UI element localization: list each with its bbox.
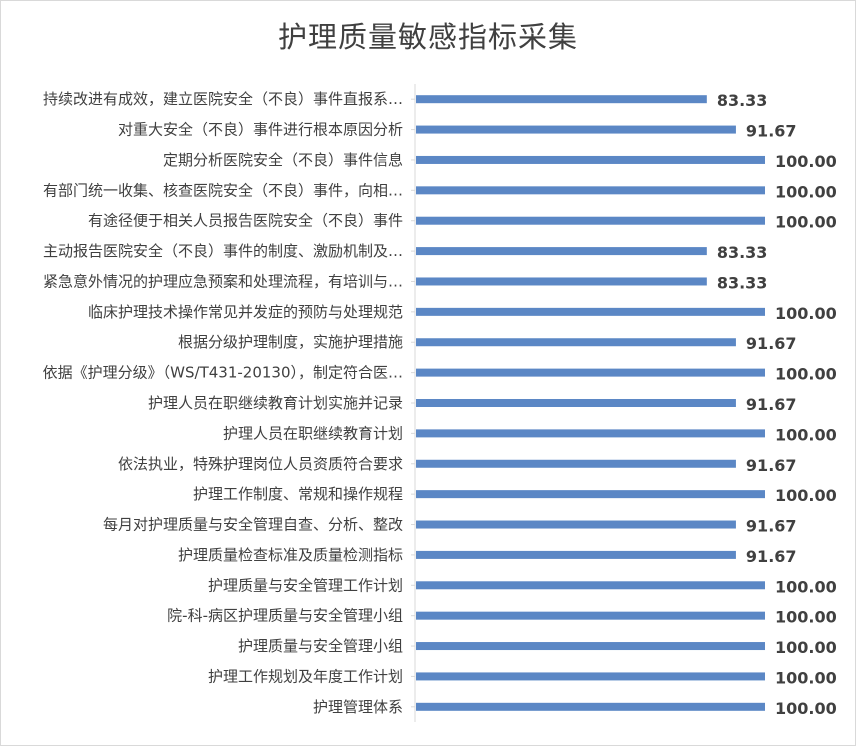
bar [416,125,736,134]
category-label: 护理人员在职继续教育计划实施并记录 [148,394,403,412]
category-label: 主动报告医院安全（不良）事件的制度、激励机制及… [43,242,403,260]
category-label: 依法执业，特殊护理岗位人员资质符合要求 [118,455,403,473]
bar [416,277,707,286]
category-label: 护理质量与安全管理工作计划 [208,576,403,594]
category-label: 有途径便于相关人员报告医院安全（不良）事件 [88,212,403,230]
bar [416,459,736,468]
data-label: 91.67 [746,395,797,414]
data-label: 83.33 [717,243,768,262]
data-label: 100.00 [775,152,837,171]
category-label: 对重大安全（不良）事件进行根本原因分析 [118,121,403,139]
bar [416,642,765,651]
data-label: 100.00 [775,668,837,687]
bar [416,702,765,711]
bar [416,581,765,590]
data-label: 91.67 [746,456,797,475]
bar [416,338,736,347]
category-label: 每月对护理质量与安全管理自查、分析、整改 [103,516,403,534]
category-label: 紧急意外情况的护理应急预案和处理流程，有培训与… [43,272,403,290]
data-label: 83.33 [717,273,768,292]
category-label: 有部门统一收集、核查医院安全（不良）事件，向相… [43,181,403,199]
data-label: 100.00 [775,365,837,384]
data-label: 91.67 [746,547,797,566]
category-label: 定期分析医院安全（不良）事件信息 [163,151,403,169]
bar [416,550,736,559]
bar [416,95,707,104]
bar [416,672,765,681]
data-label: 100.00 [775,638,837,657]
data-label: 100.00 [775,577,837,596]
category-label: 护理人员在职继续教育计划 [223,424,403,442]
bar [416,307,765,316]
data-label: 100.00 [775,182,837,201]
bar [416,520,736,529]
chart-title: 护理质量敏感指标采集 [277,20,578,54]
bar [416,611,765,620]
bar [416,155,765,164]
bar [416,216,765,225]
data-label: 100.00 [775,486,837,505]
data-label: 100.00 [775,608,837,627]
category-label: 根据分级护理制度，实施护理措施 [178,333,403,351]
bar [416,429,765,438]
category-label: 护理质量与安全管理小组 [238,637,403,655]
data-label: 91.67 [746,517,797,536]
data-label: 91.67 [746,334,797,353]
data-label: 100.00 [775,699,837,718]
category-label: 护理工作规划及年度工作计划 [208,667,403,685]
bar [416,490,765,499]
data-label: 100.00 [775,213,837,232]
category-label: 院-科-病区护理质量与安全管理小组 [167,607,403,625]
bar [416,399,736,407]
category-label: 持续改进有成效，建立医院安全（不良）事件直报系… [43,90,403,108]
bar [416,247,707,256]
category-label: 护理质量检查标准及质量检测指标 [178,546,403,564]
data-label: 83.33 [717,91,768,110]
data-label: 91.67 [746,122,797,141]
category-label: 依据《护理分级》（WS/T431-20130），制定符合医… [43,364,403,382]
data-label: 100.00 [775,425,837,444]
category-label: 临床护理技术操作常见并发症的预防与处理规范 [88,303,403,321]
category-label: 护理工作制度、常规和操作规程 [193,485,403,503]
category-label: 护理管理体系 [313,698,403,716]
data-label: 100.00 [775,304,837,323]
bar [416,368,765,377]
bar [416,186,765,195]
